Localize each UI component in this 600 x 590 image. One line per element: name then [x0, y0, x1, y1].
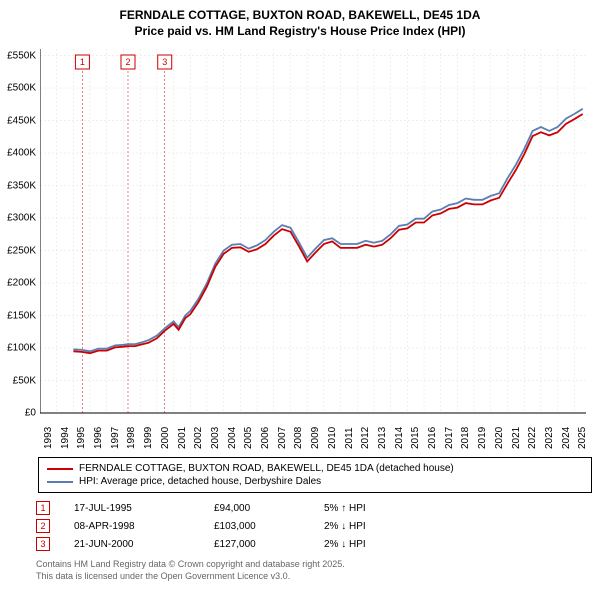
x-tick-label: 2018 — [460, 427, 471, 449]
y-tick-label: £500K — [7, 83, 36, 94]
event-marker-num: 1 — [80, 57, 85, 67]
x-tick-label: 2011 — [344, 428, 355, 450]
series-hpi — [73, 109, 582, 351]
y-tick-label: £100K — [7, 343, 36, 354]
event-marker-num: 2 — [125, 57, 130, 67]
x-tick-label: 2020 — [494, 427, 505, 449]
legend-swatch — [47, 468, 73, 470]
legend-label: HPI: Average price, detached house, Derb… — [79, 476, 321, 487]
x-tick-label: 1993 — [43, 427, 54, 449]
title-line2: Price paid vs. HM Land Registry's House … — [0, 24, 600, 40]
series-price_paid — [73, 114, 582, 353]
x-tick-label: 2025 — [577, 427, 588, 449]
chart-title: FERNDALE COTTAGE, BUXTON ROAD, BAKEWELL,… — [0, 0, 600, 43]
y-tick-label: £250K — [7, 245, 36, 256]
x-tick-label: 2016 — [427, 427, 438, 449]
x-tick-label: 2000 — [160, 427, 171, 449]
footer-line2: This data is licensed under the Open Gov… — [36, 571, 592, 583]
y-tick-label: £550K — [7, 50, 36, 61]
x-tick-label: 1995 — [76, 427, 87, 449]
y-tick-label: £150K — [7, 310, 36, 321]
x-tick-label: 1998 — [126, 427, 137, 449]
x-tick-label: 2001 — [177, 427, 188, 449]
x-tick-label: 1994 — [60, 427, 71, 449]
x-tick-label: 1996 — [93, 427, 104, 449]
x-axis-labels: 1993 1994 1995 1996 1997 1998 1999 2000 2001 2002… — [40, 423, 600, 453]
transaction-marker: 1 — [36, 501, 50, 515]
x-tick-label: 2008 — [293, 427, 304, 449]
x-tick-label: 2021 — [511, 427, 522, 449]
transaction-row: 3 21-JUN-2000£127,0002% ↓ HPI — [36, 535, 592, 553]
transaction-row: 1 17-JUL-1995£94,0005% ↑ HPI — [36, 499, 592, 517]
transaction-pct: 2% ↓ HPI — [324, 539, 404, 550]
x-tick-label: 2013 — [377, 427, 388, 449]
x-tick-label: 2004 — [227, 427, 238, 449]
x-tick-label: 2019 — [477, 427, 488, 449]
x-tick-label: 2009 — [310, 427, 321, 449]
transaction-price: £103,000 — [214, 521, 324, 532]
y-tick-label: £400K — [7, 148, 36, 159]
legend-label: FERNDALE COTTAGE, BUXTON ROAD, BAKEWELL,… — [79, 463, 454, 474]
x-tick-label: 2012 — [360, 427, 371, 449]
transaction-price: £127,000 — [214, 539, 324, 550]
transaction-date: 21-JUN-2000 — [74, 539, 214, 550]
transaction-marker: 2 — [36, 519, 50, 533]
transaction-marker: 3 — [36, 537, 50, 551]
x-tick-label: 2005 — [243, 427, 254, 449]
x-tick-label: 2003 — [210, 427, 221, 449]
y-tick-label: £50K — [13, 375, 36, 386]
x-tick-label: 2002 — [193, 427, 204, 449]
x-tick-label: 1997 — [110, 427, 121, 449]
chart-area: £0£50K£100K£150K£200K£250K£300K£350K£400… — [40, 43, 600, 423]
legend: FERNDALE COTTAGE, BUXTON ROAD, BAKEWELL,… — [38, 457, 592, 493]
title-line1: FERNDALE COTTAGE, BUXTON ROAD, BAKEWELL,… — [0, 8, 600, 24]
x-tick-label: 2015 — [410, 427, 421, 449]
transaction-table: 1 17-JUL-1995£94,0005% ↑ HPI 2 08-APR-1998£… — [36, 499, 592, 553]
line-chart: 1 2 3 — [40, 43, 600, 423]
event-marker-num: 3 — [162, 57, 167, 67]
x-tick-label: 2024 — [561, 427, 572, 449]
x-tick-label: 2010 — [327, 427, 338, 449]
transaction-pct: 2% ↓ HPI — [324, 521, 404, 532]
y-tick-label: £450K — [7, 115, 36, 126]
x-tick-label: 2006 — [260, 427, 271, 449]
legend-row: HPI: Average price, detached house, Derb… — [47, 475, 583, 488]
y-tick-label: £300K — [7, 213, 36, 224]
y-tick-label: £0 — [25, 408, 36, 419]
footer-attribution: Contains HM Land Registry data © Crown c… — [36, 559, 592, 582]
legend-row: FERNDALE COTTAGE, BUXTON ROAD, BAKEWELL,… — [47, 462, 583, 475]
x-tick-label: 2017 — [444, 427, 455, 449]
transaction-price: £94,000 — [214, 503, 324, 514]
x-tick-label: 2023 — [544, 427, 555, 449]
transaction-pct: 5% ↑ HPI — [324, 503, 404, 514]
transaction-row: 2 08-APR-1998£103,0002% ↓ HPI — [36, 517, 592, 535]
x-tick-label: 2014 — [394, 427, 405, 449]
y-tick-label: £200K — [7, 278, 36, 289]
x-tick-label: 2022 — [527, 427, 538, 449]
y-tick-label: £350K — [7, 180, 36, 191]
footer-line1: Contains HM Land Registry data © Crown c… — [36, 559, 592, 571]
legend-swatch — [47, 481, 73, 483]
transaction-date: 17-JUL-1995 — [74, 503, 214, 514]
x-tick-label: 1999 — [143, 427, 154, 449]
transaction-date: 08-APR-1998 — [74, 521, 214, 532]
x-tick-label: 2007 — [277, 427, 288, 449]
